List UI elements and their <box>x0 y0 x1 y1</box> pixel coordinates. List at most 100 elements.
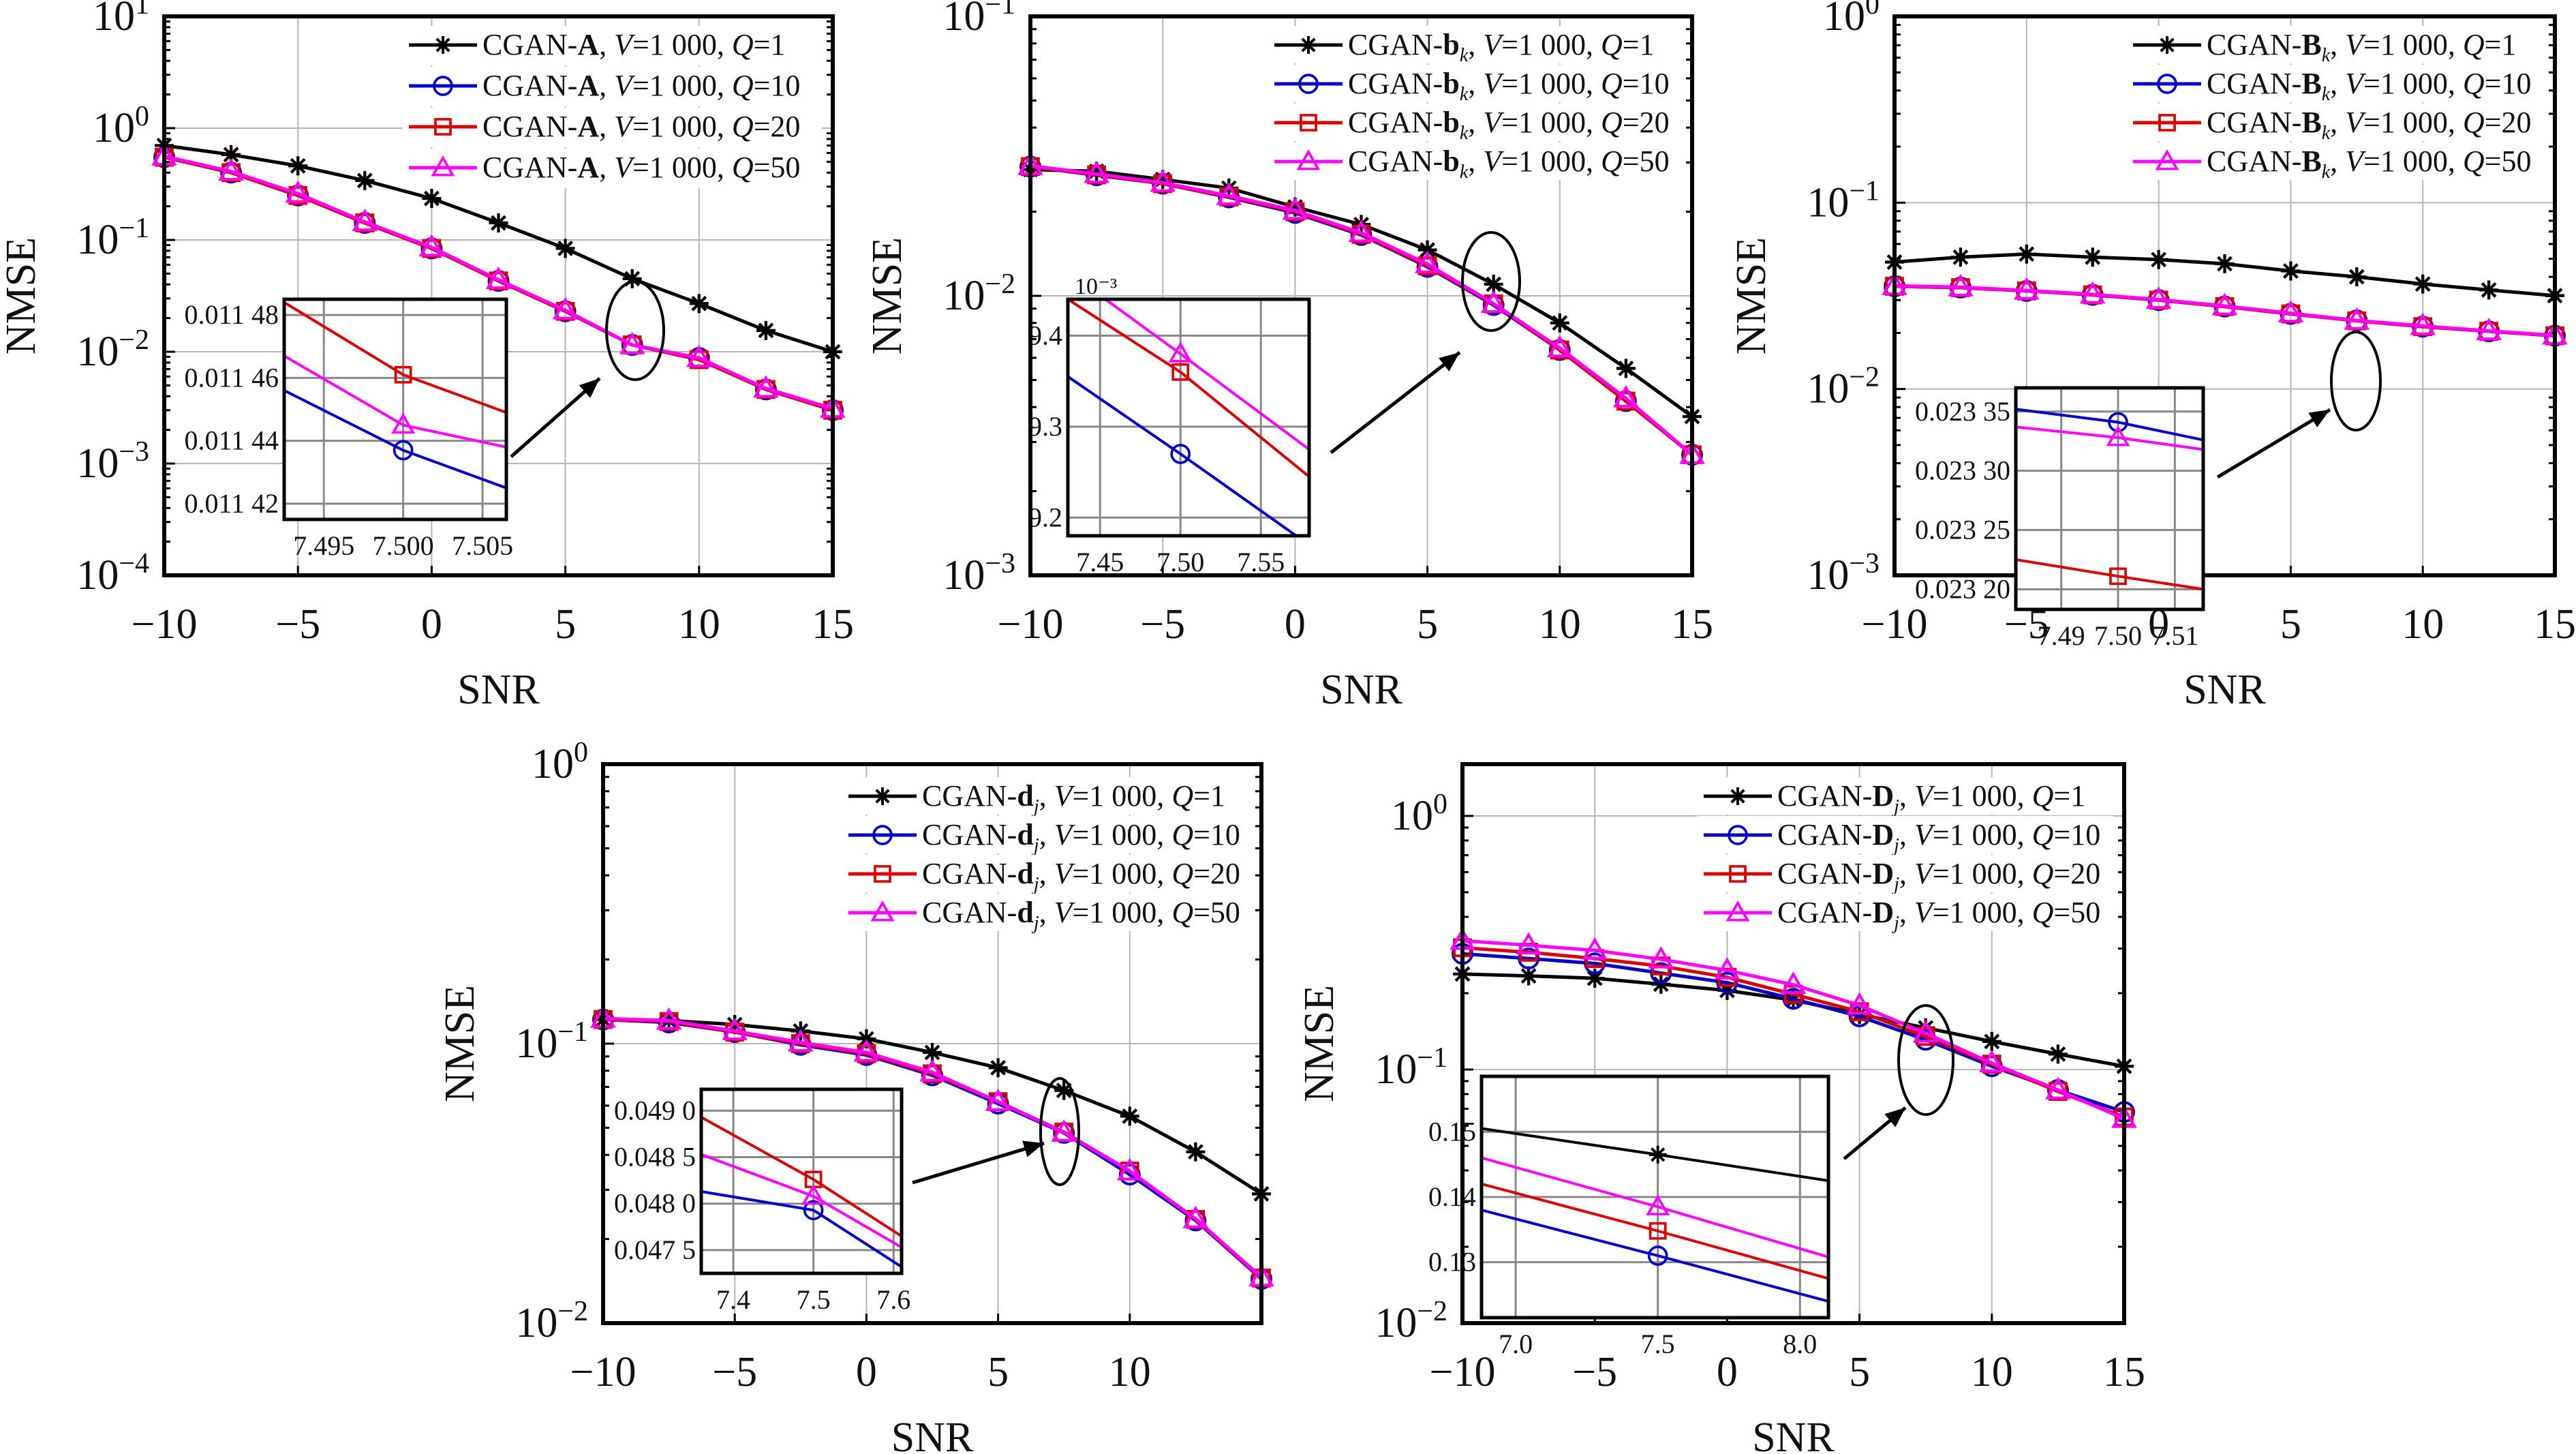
inset-y-tick-label: 0.023 20 <box>1915 573 2010 604</box>
data-point <box>1348 219 1375 243</box>
inset-point <box>1649 1145 1667 1164</box>
inset-x-tick-label: 7.50 <box>2094 620 2142 651</box>
data-point <box>2145 286 2172 309</box>
legend-marker <box>872 825 893 845</box>
data-point <box>1948 273 1974 297</box>
y-axis-label: NMSE <box>1296 985 1343 1102</box>
star-stroke <box>290 157 306 174</box>
inset-line <box>701 1116 902 1238</box>
data-point <box>2476 318 2502 340</box>
arrow-head <box>2308 410 2330 427</box>
legend-label: CGAN-bk, V=1 000, Q=50 <box>1348 145 1670 183</box>
data-point <box>753 375 779 398</box>
inset-series <box>701 1116 902 1269</box>
x-tick-label: 5 <box>555 601 576 648</box>
star-stroke <box>1618 361 1634 376</box>
inset: 7.4 7.5 7.6 0.047 5 0.048 0 0.048 5 0.049 0 <box>614 1087 910 1315</box>
y-tick-label: 10−3 <box>1807 548 1880 599</box>
inset-x-tick-label: 7.495 <box>293 530 354 561</box>
legend-marker <box>1729 787 1747 805</box>
data-point <box>1648 945 1674 969</box>
star-stroke <box>356 172 373 189</box>
inset-line <box>701 1153 902 1249</box>
star-stroke <box>2348 269 2365 285</box>
data-point <box>689 294 709 314</box>
inset-y-tick-label: 0.011 42 <box>184 488 279 519</box>
data-point <box>619 331 645 354</box>
data-point <box>489 213 508 233</box>
data-point <box>1582 937 1608 960</box>
zoom-ellipse <box>2330 331 2382 431</box>
legend-marker <box>1298 74 1319 94</box>
series-line <box>1462 939 2125 1121</box>
subplot-A: −10 −5 0 5 10 15 10−4 10−3 10−2 10−1 100 101 SNR NMSE… <box>0 0 854 713</box>
y-tick-label: 10−1 <box>76 213 149 263</box>
legend-label: CGAN-Dj, V=1 000, Q=10 <box>1777 818 2100 856</box>
star-stroke <box>1651 1147 1666 1162</box>
legend-marker <box>874 787 891 805</box>
data-point <box>218 158 244 181</box>
inset-x-tick-label: 7.500 <box>373 530 434 561</box>
data-point <box>1216 182 1242 205</box>
star-stroke <box>1952 249 1969 265</box>
star-stroke <box>1984 1033 2000 1050</box>
data-point <box>1950 247 1970 267</box>
data-point <box>1282 197 1308 220</box>
data-point <box>1613 384 1639 408</box>
legend-marker <box>1300 114 1317 132</box>
subplot-bk: −10 −5 0 5 10 15 10−3 10−2 10−1 SNR NMSE CGAN-bk, V… <box>864 0 1713 713</box>
inset-line <box>1103 299 1309 451</box>
inset-point <box>1168 342 1193 363</box>
inset-x-tick-label: 7.55 <box>1237 547 1285 577</box>
inset-y-tick-label: 0.14 <box>1428 1181 1476 1212</box>
data-point <box>2014 277 2040 300</box>
inset-x-tick-label: 7.51 <box>2151 620 2198 651</box>
inset-y-tick-label: 9.4 <box>1028 320 1062 350</box>
inset-scale-label: 10⁻³ <box>1075 274 1117 299</box>
data-point <box>756 320 776 340</box>
data-point <box>2017 244 2036 264</box>
legend-label: CGAN-A, V=1 000, Q=20 <box>482 110 800 143</box>
data-point <box>788 1029 814 1052</box>
data-point <box>1714 957 1741 980</box>
data-point <box>722 1018 748 1040</box>
data-point <box>2083 247 2102 267</box>
y-tick-label: 10−1 <box>515 1016 588 1067</box>
x-tick-label: 0 <box>856 1349 877 1395</box>
y-axis-label: NMSE <box>864 237 910 354</box>
inset-y-tick-label: 0.011 48 <box>184 299 279 330</box>
legend-marker <box>434 36 452 54</box>
data-point <box>853 1039 880 1062</box>
inset-point <box>2108 412 2128 433</box>
inset-frame <box>1479 1074 1830 1320</box>
data-point <box>988 1058 1008 1078</box>
inset-point <box>1171 363 1190 381</box>
data-point <box>1616 359 1636 378</box>
zoom-ellipse <box>1461 231 1521 332</box>
legend-marker <box>1726 900 1750 922</box>
inset-bg <box>701 1089 902 1273</box>
legend-marker <box>1296 149 1321 170</box>
inset-y-tick-label: 9.3 <box>1028 411 1062 442</box>
series-line <box>1462 972 2125 1068</box>
star-stroke <box>758 322 774 339</box>
star-stroke <box>2282 263 2299 279</box>
x-tick-label: 5 <box>1849 1349 1870 1395</box>
star-stroke <box>1653 976 1669 993</box>
data-point <box>1782 988 1805 1010</box>
data-point <box>2410 312 2436 335</box>
star-stroke <box>2050 1046 2066 1062</box>
data-point <box>1651 974 1671 994</box>
data-point <box>287 184 309 207</box>
star-stroke <box>1187 1144 1203 1160</box>
data-point <box>1186 1142 1206 1162</box>
data-point <box>1051 1119 1077 1142</box>
x-tick-label: 15 <box>2534 601 2576 648</box>
y-tick-label: 10−2 <box>1375 1296 1447 1346</box>
inset-series <box>2016 408 2203 591</box>
legend-label: CGAN-bk, V=1 000, Q=20 <box>1348 106 1670 144</box>
inset-x-tick-label: 8.0 <box>1783 1329 1817 1359</box>
data-point <box>919 1059 945 1082</box>
inset-point <box>1646 1194 1670 1215</box>
